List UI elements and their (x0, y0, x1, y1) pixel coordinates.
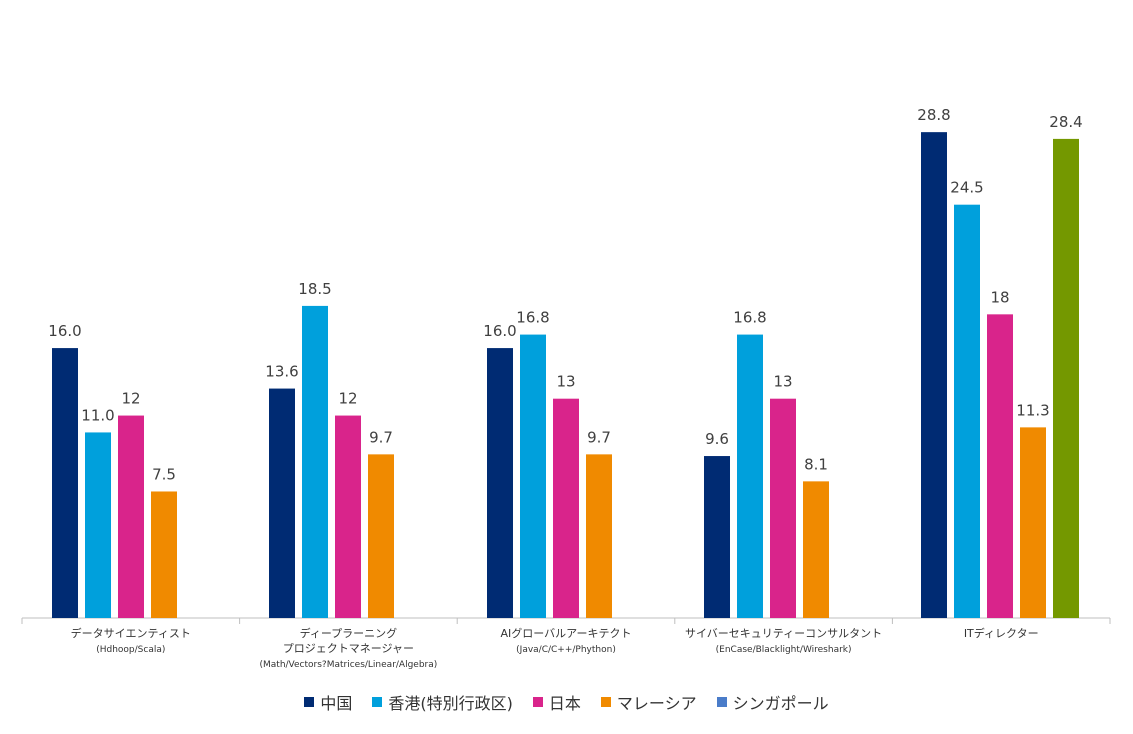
bar (586, 454, 612, 618)
category-label: (EnCase/Blacklight/Wireshark) (716, 645, 852, 655)
bar (954, 204, 980, 618)
bar (487, 348, 513, 618)
legend-item-china[interactable]: 中国 (304, 690, 352, 714)
category-label: プロジェクトマネージャー (283, 642, 414, 655)
category-label: サイバーセキュリティーコンサルタント (685, 627, 882, 640)
category-label: (Java/C/C++/Phython) (516, 645, 616, 655)
category-label: ディープラーニング (300, 626, 398, 640)
legend-label-hong-kong: 香港(特別行政区) (388, 694, 513, 713)
data-label: 7.5 (152, 465, 176, 483)
data-label: 11.3 (1016, 401, 1049, 419)
data-label: 16.0 (48, 322, 81, 340)
data-label: 9.6 (705, 430, 729, 448)
bar (921, 132, 947, 619)
bar (520, 334, 546, 618)
data-label: 13.6 (265, 363, 298, 381)
data-label: 16.8 (733, 309, 766, 327)
legend-swatch-china (304, 697, 315, 707)
data-label: 24.5 (950, 179, 983, 197)
bar-chart: 16.0 11.0 12 7.5 データサイエンティスト (Hdhoop/Scala) 13… (21, 106, 1111, 670)
bar (52, 348, 78, 618)
legend-label-china: 中国 (320, 694, 353, 713)
data-label: 13 (556, 373, 575, 391)
legend-label-singapore: シンガポール (732, 694, 829, 713)
legend-swatch-japan (532, 697, 543, 707)
legend-label-japan: 日本 (548, 694, 581, 713)
bar (737, 334, 763, 618)
bar (770, 398, 796, 618)
legend-label-malaysia: マレーシア (616, 694, 697, 713)
bar (1020, 427, 1046, 618)
data-label: 8.1 (804, 455, 828, 473)
data-label: 28.4 (1049, 113, 1082, 131)
bar (987, 314, 1013, 618)
data-label: 16.8 (516, 309, 549, 327)
category-label: AIグローバルアーキテクト (501, 626, 632, 640)
legend-item-hong-kong[interactable]: 香港(特別行政区) (372, 690, 513, 714)
bar (1053, 138, 1079, 618)
data-label: 18 (990, 288, 1009, 306)
bar (151, 491, 177, 618)
data-label: 16.0 (483, 322, 516, 340)
legend-swatch-hong-kong (372, 697, 383, 707)
data-label: 18.5 (298, 280, 331, 298)
bar (85, 432, 111, 618)
legend: 中国 香港(特別行政区) 日本 マレーシア シンガポール (0, 690, 1133, 714)
bar (335, 415, 361, 618)
data-label: 12 (121, 390, 140, 408)
data-label: 13 (773, 373, 792, 391)
data-label: 9.7 (587, 428, 611, 446)
bar (118, 415, 144, 618)
legend-swatch-singapore (716, 697, 727, 707)
category-label: (Math/Vectors?Matrices/Linear/Algebra) (260, 660, 438, 670)
bar (269, 388, 295, 618)
bar (368, 454, 394, 618)
data-label: 9.7 (369, 428, 393, 446)
legend-item-malaysia[interactable]: マレーシア (600, 690, 697, 714)
category-label: (Hdhoop/Scala) (96, 645, 165, 655)
legend-item-singapore[interactable]: シンガポール (716, 690, 829, 714)
data-label: 12 (338, 390, 357, 408)
data-label: 11.0 (81, 406, 114, 424)
data-label: 28.8 (917, 106, 950, 124)
bar (302, 305, 328, 618)
legend-swatch-malaysia (600, 697, 611, 707)
category-label: ITディレクター (964, 626, 1039, 640)
category-label: データサイエンティスト (71, 626, 191, 640)
bar (553, 398, 579, 618)
bar (704, 456, 730, 618)
bar (803, 481, 829, 618)
legend-item-japan[interactable]: 日本 (532, 690, 581, 714)
